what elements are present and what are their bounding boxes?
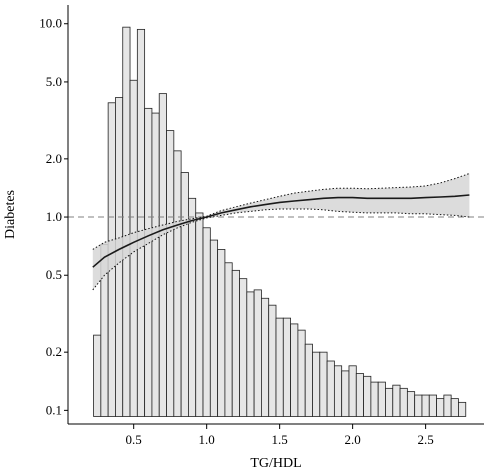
histogram-bar	[275, 317, 284, 417]
histogram-bar	[173, 150, 182, 417]
histogram-bar	[436, 398, 445, 417]
y-tick-label: 0.1	[46, 402, 62, 417]
x-tick-label: 2.5	[417, 432, 433, 447]
confidence-band	[92, 173, 470, 290]
histogram-bar	[385, 387, 394, 417]
histogram-bar	[428, 394, 437, 417]
histogram-bar	[217, 249, 226, 417]
histogram-bar	[231, 269, 240, 417]
histogram-bar	[224, 262, 233, 417]
spline-curve	[92, 194, 470, 268]
histogram-bar	[122, 26, 131, 417]
histogram-bar	[304, 343, 313, 417]
histogram-bar	[239, 278, 248, 417]
confidence-lower-line	[92, 208, 470, 291]
x-tick-label: 1.5	[272, 432, 288, 447]
histogram-bar	[348, 365, 357, 417]
histogram-bar	[261, 297, 270, 417]
histogram-bar	[290, 323, 299, 417]
histogram-bar	[246, 291, 255, 417]
x-axis-title: TG/HDL	[250, 456, 301, 471]
histogram-bar	[363, 375, 372, 417]
histogram-bar	[333, 365, 343, 417]
histogram-bar	[158, 93, 167, 417]
histogram-bar	[202, 227, 211, 417]
histogram-bar	[209, 239, 219, 417]
histogram-bar	[370, 381, 379, 417]
histogram-bar	[253, 289, 262, 417]
confidence-upper-line	[92, 173, 470, 250]
histogram-bar	[93, 334, 102, 417]
histogram-bar	[319, 351, 328, 417]
y-tick-label: 1.0	[46, 209, 62, 224]
y-axis-title: Diabetes	[3, 190, 18, 239]
histogram-bar	[443, 394, 452, 417]
histogram-bar	[421, 394, 430, 417]
y-axis: 10.0 5.0 2.0 1.0 0.5 0.2 0.1	[39, 5, 69, 424]
histogram-bar	[355, 373, 364, 417]
histogram-bar	[136, 28, 146, 417]
histogram-bar	[406, 391, 416, 417]
y-tick-label: 2.0	[46, 151, 62, 166]
y-tick-label: 10.0	[39, 16, 62, 31]
histogram-bar	[377, 381, 386, 417]
x-axis: 0.5 1.0 1.5 2.0 2.5	[68, 423, 484, 447]
histogram-bar	[151, 112, 160, 417]
histogram-bar	[399, 387, 408, 417]
histogram-bar	[392, 384, 401, 417]
x-tick-label: 1.0	[199, 432, 215, 447]
histogram-bar	[188, 197, 197, 417]
histogram-bar	[166, 130, 175, 417]
y-tick-label: 5.0	[46, 74, 62, 89]
histogram-bar	[144, 107, 153, 417]
histogram-bar	[341, 370, 350, 417]
histogram-bar	[326, 360, 335, 417]
histogram-bars	[93, 26, 467, 417]
histogram-bar	[450, 398, 459, 417]
x-tick-label: 0.5	[126, 432, 142, 447]
histogram-bar	[297, 329, 306, 417]
histogram-bar	[312, 351, 321, 417]
histogram-bar	[458, 401, 467, 417]
histogram-bar	[180, 172, 189, 417]
histogram-bar	[268, 304, 277, 417]
histogram-bar	[414, 394, 423, 417]
histogram-bar	[282, 317, 291, 417]
histogram-bar	[195, 212, 204, 417]
y-tick-label: 0.5	[46, 267, 62, 282]
y-tick-label: 0.2	[46, 344, 62, 359]
x-tick-label: 2.0	[345, 432, 361, 447]
